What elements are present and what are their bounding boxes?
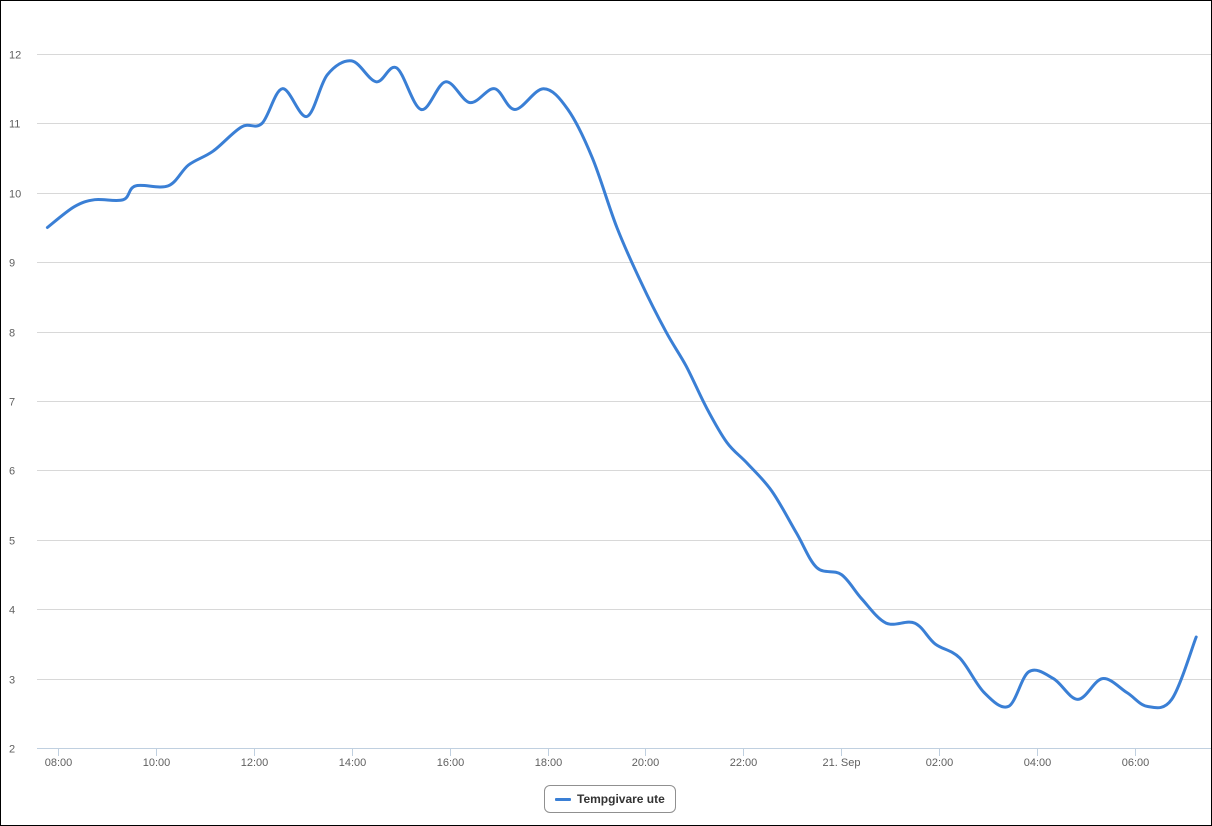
x-tick-label: 08:00 (45, 757, 73, 769)
series-line-tempgivare-ute[interactable] (45, 59, 1198, 710)
x-tick-label: 02:00 (926, 757, 954, 769)
y-axis-labels: 2 3 4 5 6 7 8 9 10 11 12 (9, 50, 21, 756)
y-tick-label: 6 (9, 466, 15, 478)
x-axis-labels: 08:00 10:00 12:00 14:00 16:00 18:00 20:00 22:00… (45, 757, 1150, 769)
x-axis (37, 748, 1211, 756)
x-tick-label: 10:00 (143, 757, 171, 769)
x-tick-label: 04:00 (1024, 757, 1052, 769)
legend-item[interactable]: Tempgivare ute (544, 785, 676, 813)
x-tick-label: 22:00 (730, 757, 758, 769)
y-tick-label: 4 (9, 605, 15, 617)
y-tick-label: 7 (9, 397, 15, 409)
y-tick-label: 12 (9, 50, 21, 62)
legend-swatch (555, 797, 571, 801)
y-tick-label: 2 (9, 744, 15, 756)
y-tick-label: 9 (9, 258, 15, 270)
x-tick-label: 06:00 (1122, 757, 1150, 769)
x-tick-label: 21. Sep (823, 757, 861, 769)
x-tick-label: 14:00 (339, 757, 367, 769)
y-tick-label: 10 (9, 189, 21, 201)
x-tick-label: 20:00 (632, 757, 660, 769)
series-layer (45, 59, 1198, 710)
grid-lines (37, 54, 1211, 680)
y-tick-label: 3 (9, 675, 15, 687)
x-tick-label: 18:00 (535, 757, 563, 769)
x-tick-label: 16:00 (437, 757, 465, 769)
x-tick-label: 12:00 (241, 757, 269, 769)
y-tick-label: 11 (9, 119, 20, 131)
y-tick-label: 8 (9, 328, 15, 340)
y-tick-label: 5 (9, 536, 15, 548)
legend-label: Tempgivare ute (577, 792, 665, 806)
